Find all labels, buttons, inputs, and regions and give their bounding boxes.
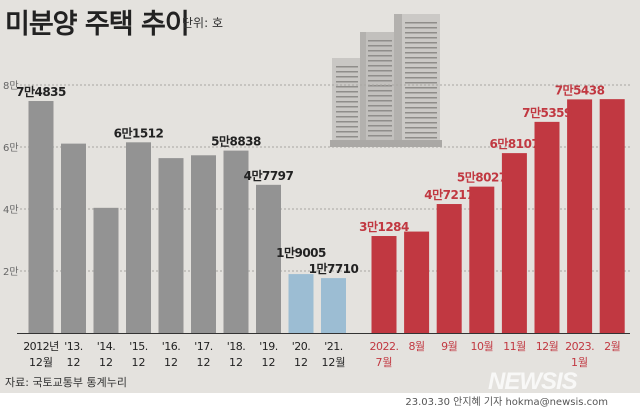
data-label: 3만1284: [359, 219, 409, 234]
newsis-logo: NEWSIS: [488, 368, 578, 395]
x-tick-label: '18.: [227, 340, 246, 353]
bar: [191, 155, 216, 333]
x-tick-label: '13.: [64, 340, 83, 353]
x-tick-label-line2: 12: [164, 356, 178, 369]
y-tick-label: 6만: [3, 142, 19, 154]
y-tick-label: 8만: [3, 80, 19, 92]
x-tick-label-line2: 12: [294, 356, 308, 369]
data-label: 5만8838: [211, 134, 261, 149]
unit-label: 단위: 호: [182, 16, 223, 30]
x-tick-label-line2: 12월: [321, 356, 345, 369]
x-tick-label: 2월: [604, 340, 620, 353]
bar: [404, 231, 430, 333]
x-tick-label-line2: 7월: [375, 356, 392, 369]
bar: [93, 207, 119, 333]
x-tick-label: 2022.: [370, 340, 399, 353]
x-tick-label: '15.: [129, 340, 148, 353]
bar: [371, 236, 397, 333]
x-tick-label-line2: 12: [99, 356, 113, 369]
x-tick-label: '21.: [324, 340, 343, 353]
data-label: 4만7217: [424, 187, 474, 202]
x-tick-label: '14.: [97, 340, 116, 353]
x-tick-label-line2: 12: [229, 356, 243, 369]
bar: [501, 153, 527, 333]
data-label: 7만5359: [522, 105, 572, 120]
bar-chart: 2만 4만 6만 8만 7만4835 2012년 12월 '13. 12 '14. 12 6만151…: [3, 14, 632, 369]
y-tick-label: 2만: [3, 266, 19, 278]
data-label: 1만9005: [276, 245, 326, 260]
data-label: 7만4835: [16, 84, 66, 99]
x-tick-label-line2: 12: [132, 356, 146, 369]
x-tick-label: '20.: [292, 340, 311, 353]
x-tick-label-line2: 12: [197, 356, 211, 369]
bar: [321, 278, 346, 333]
bar: [436, 204, 462, 333]
bar: [256, 184, 281, 333]
bar: [469, 186, 495, 333]
x-tick-label: '19.: [259, 340, 278, 353]
x-tick-label: '17.: [194, 340, 213, 353]
page-title: 미분양 주택 추이: [5, 9, 190, 40]
source-text: 자료: 국토교통부 통계누리: [5, 376, 128, 389]
bar: [126, 142, 151, 333]
bar: [599, 99, 625, 333]
data-label: 4만7797: [244, 168, 294, 183]
x-tick-label-line2: 12월: [29, 356, 53, 369]
apartment-buildings-illustration: [330, 14, 442, 147]
y-tick-label: 4만: [3, 204, 19, 216]
x-tick-label: 2023.: [565, 340, 594, 353]
x-tick-label: 11월: [503, 340, 526, 353]
credit-text: 23.03.30 안지혜 기자 hokma@newsis.com: [405, 397, 608, 408]
x-tick-label: '16.: [162, 340, 181, 353]
x-tick-label-line2: 12: [262, 356, 276, 369]
data-label: 6만8107: [490, 136, 540, 151]
bar: [567, 99, 593, 333]
data-label: 7만5438: [555, 82, 605, 97]
x-tick-label: 10월: [470, 340, 493, 353]
data-label: 1만7710: [309, 261, 359, 276]
bar: [288, 274, 314, 333]
bar: [158, 158, 184, 333]
x-tick-label: 9월: [441, 340, 457, 353]
bar: [223, 150, 249, 333]
bar: [28, 101, 54, 333]
x-tick-label: 12월: [536, 340, 559, 353]
x-tick-label: 8월: [409, 340, 425, 353]
bar: [61, 143, 86, 333]
data-label: 6만1512: [114, 125, 164, 140]
x-tick-label-line2: 12: [67, 356, 81, 369]
x-tick-label-line2: 1월: [571, 356, 588, 369]
bar: [534, 121, 560, 333]
x-tick-label: 2012년: [23, 340, 59, 353]
data-label: 5만8027: [457, 170, 507, 185]
